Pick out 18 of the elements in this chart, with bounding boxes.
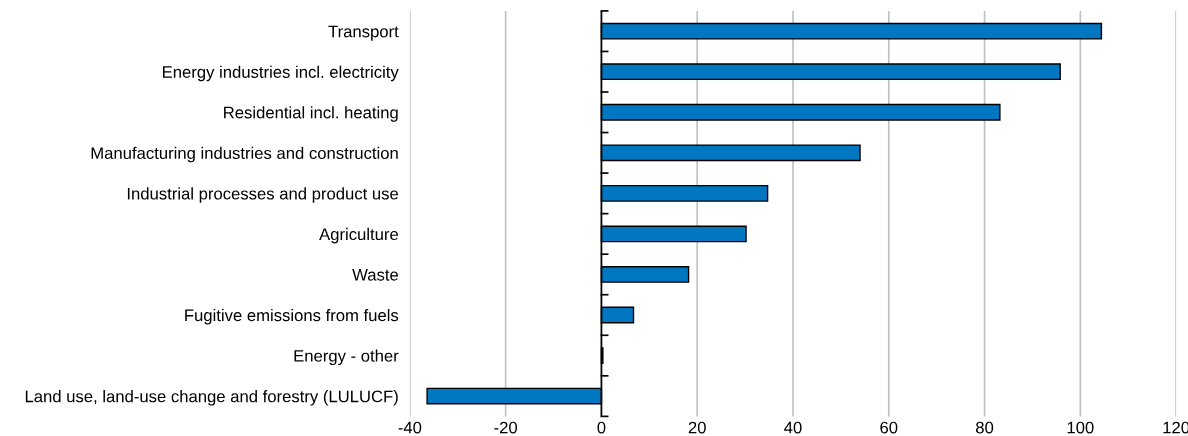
x-tick-label: 20 bbox=[688, 421, 706, 434]
x-tick-label: 100 bbox=[1067, 421, 1094, 434]
y-tick-label: Land use, land-use change and forestry (LULUCF) bbox=[25, 390, 398, 406]
x-tick-label: 80 bbox=[976, 421, 994, 434]
y-tick-label: Fugitive emissions from fuels bbox=[185, 308, 399, 325]
y-tick-label: Transport bbox=[328, 25, 399, 41]
y-tick-label: Residential incl. heating bbox=[224, 106, 398, 122]
x-tick-label: -20 bbox=[494, 421, 518, 434]
y-tick-label: Energy - other bbox=[294, 349, 399, 366]
x-tick-label: 40 bbox=[784, 421, 802, 434]
x-tick-label: 60 bbox=[880, 421, 898, 434]
y-tick-label: Energy industries incl. electricity bbox=[163, 65, 399, 82]
y-tick-label: Industrial processes and product use bbox=[127, 187, 399, 203]
y-tick-label: Agriculture bbox=[319, 227, 399, 244]
y-tick-label: Manufacturing industries and construction bbox=[91, 146, 398, 163]
x-tick-label: -40 bbox=[398, 421, 422, 434]
x-tick-label: 0 bbox=[597, 421, 606, 434]
y-tick-label: Waste bbox=[352, 269, 399, 281]
